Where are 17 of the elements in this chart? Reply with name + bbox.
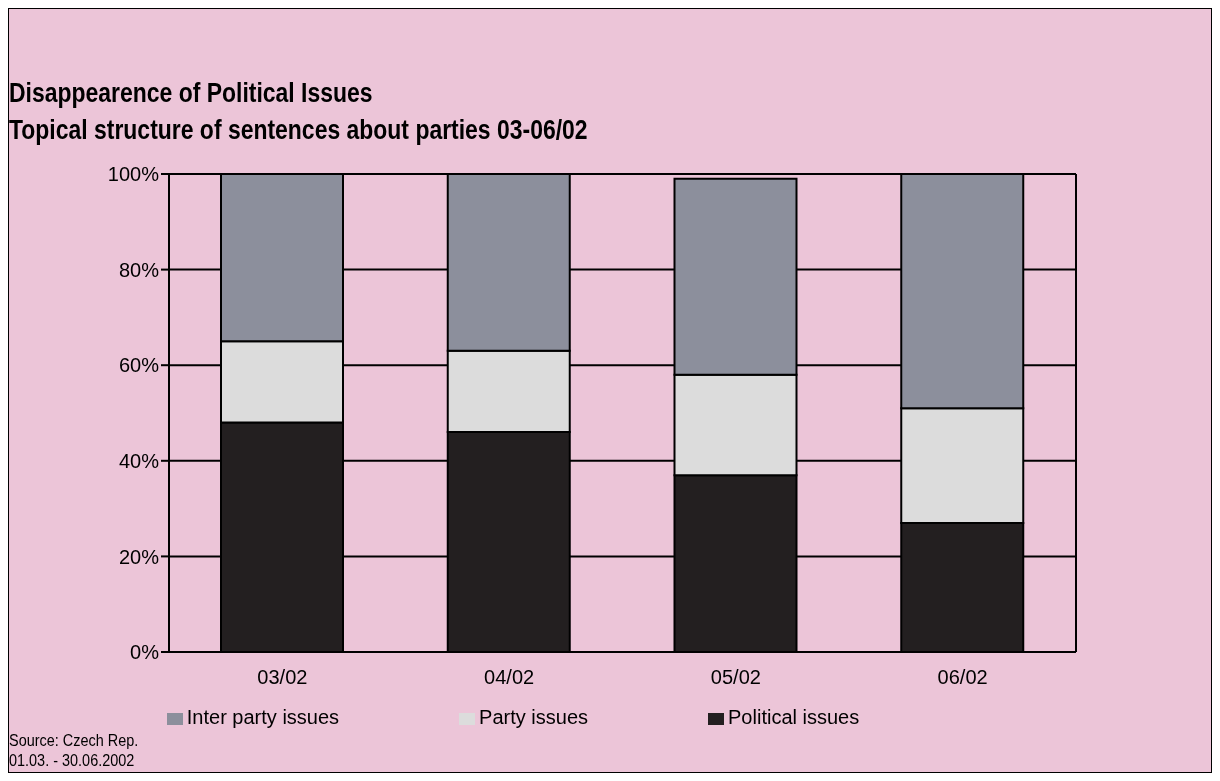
chart-title: Disappearence of Political Issues [9, 77, 374, 110]
y-tick-label: 0% [130, 641, 160, 664]
legend-label: Party issues [479, 706, 589, 728]
legend-label: Political issues [728, 706, 860, 728]
y-tick-label: 20% [118, 545, 160, 568]
x-tick-label: 03/02 [257, 666, 308, 689]
y-tick-label: 40% [118, 449, 160, 472]
source-note: Source: Czech Rep. [9, 731, 139, 751]
x-tick-label: 04/02 [484, 666, 535, 689]
y-tick-label: 60% [118, 354, 160, 377]
y-tick-label: 100% [107, 163, 160, 186]
chart-subtitle: Topical structure of sentences about parties 03-06/02 [9, 114, 588, 147]
legend-label: Inter party issues [186, 706, 340, 728]
y-tick-label: 80% [118, 258, 160, 281]
x-tick-label: 06/02 [937, 666, 988, 689]
x-tick-label: 05/02 [710, 666, 761, 689]
text: 01.03. - 30.06.2002 [9, 751, 136, 771]
